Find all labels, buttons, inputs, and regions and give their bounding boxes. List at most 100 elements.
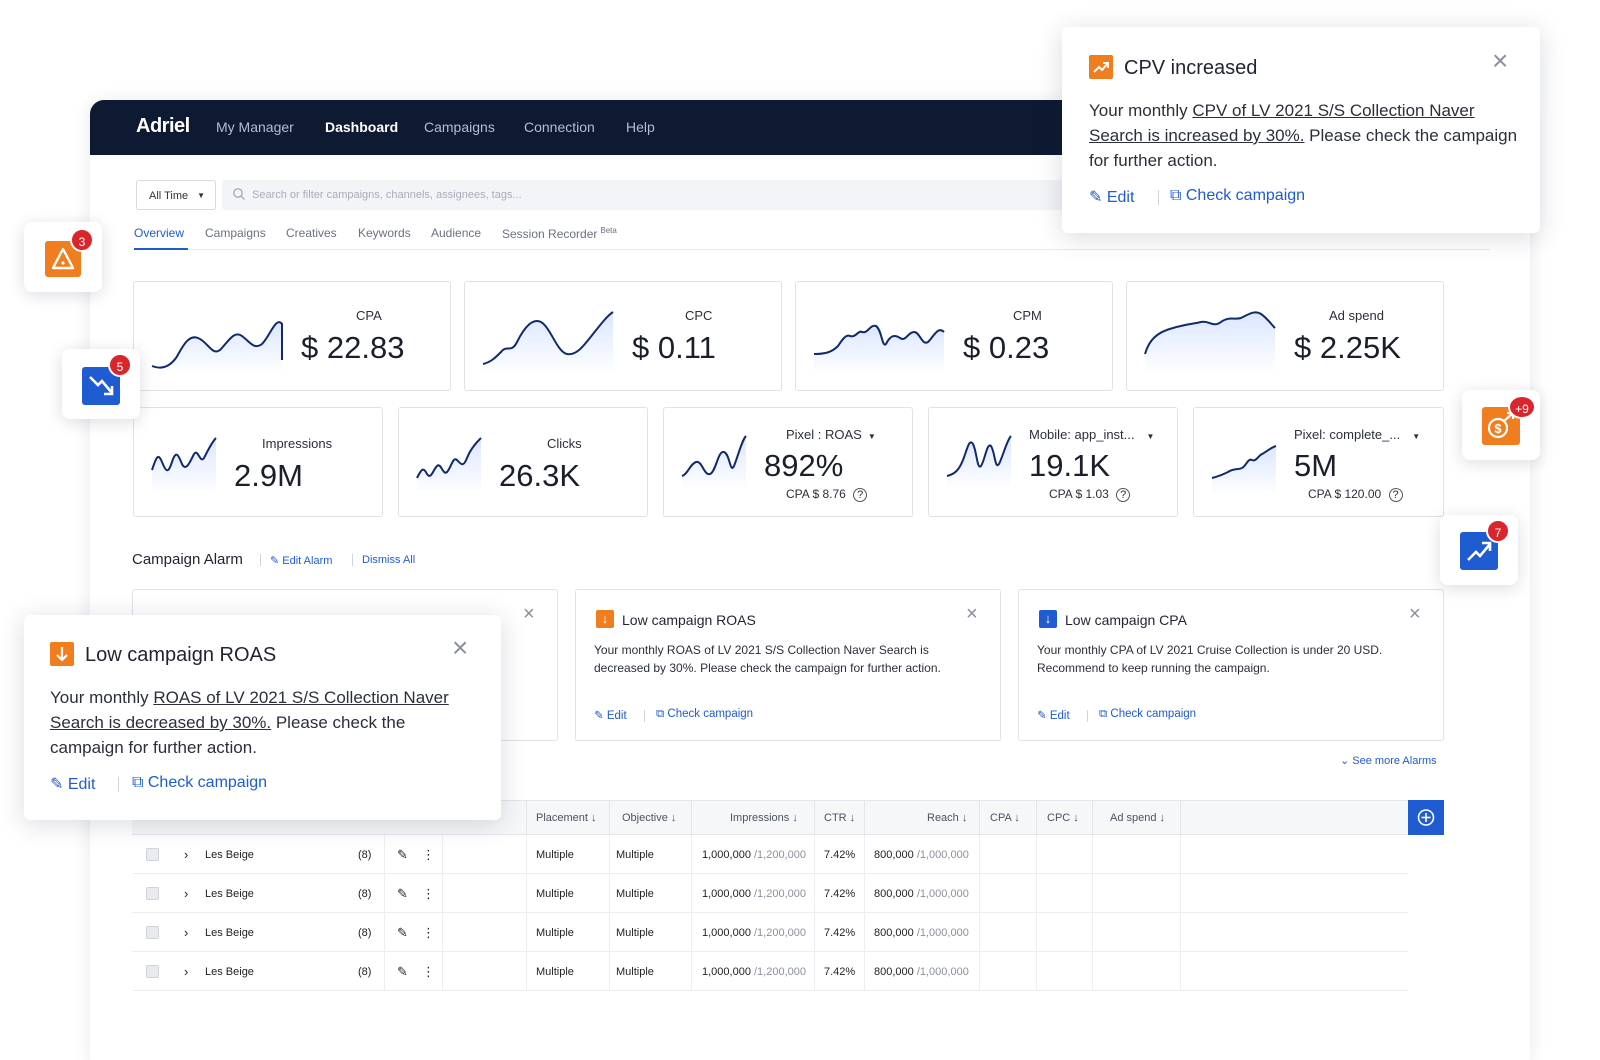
chevron-right-icon[interactable]: › <box>184 847 189 862</box>
pencil-icon[interactable]: ✎ <box>397 925 408 940</box>
reach-cell: 800,000 /1,000,000 <box>874 966 969 978</box>
column-header-ad-spend[interactable]: Ad spend ↓ <box>1110 812 1166 824</box>
reach-total: /1,000,000 <box>916 888 969 900</box>
more-vertical-icon[interactable]: ⋮ <box>422 964 435 979</box>
more-vertical-icon[interactable]: ⋮ <box>422 886 435 901</box>
popup-body-link[interactable]: CPV of LV 2021 S/S Collection Naver Sear… <box>1089 101 1475 145</box>
pencil-icon[interactable]: ✎ <box>397 964 408 979</box>
pencil-icon[interactable]: ✎ <box>397 847 408 862</box>
edit-alarm-link[interactable]: ✎ Edit Alarm <box>270 554 332 567</box>
column-header-placement[interactable]: Placement ↓ <box>536 812 597 824</box>
popup-body-link[interactable]: ROAS of LV 2021 S/S Collection Naver Sea… <box>50 688 449 732</box>
edit-link[interactable]: ✎ Edit <box>1089 187 1134 207</box>
help-circle-icon[interactable]: ? <box>1388 488 1403 502</box>
tab-session-recorder[interactable]: Session Recorder Beta <box>502 226 617 241</box>
see-more-alarms-link[interactable]: ⌄ See more Alarms <box>1340 754 1437 767</box>
dismiss-all-link[interactable]: Dismiss All <box>362 554 416 566</box>
column-header-impressions[interactable]: Impressions ↓ <box>730 812 798 824</box>
check-campaign-link[interactable]: ⧉ Check campaign <box>1099 708 1196 721</box>
column-header-cpa[interactable]: CPA ↓ <box>990 812 1020 824</box>
table-row[interactable]: › Les Beige (8) ✎ ⋮ Multiple Multiple 1,000,000… <box>132 835 1408 874</box>
app-logo[interactable]: Adriel <box>136 115 190 137</box>
campaign-name[interactable]: Les Beige <box>205 849 254 861</box>
campaign-name[interactable]: Les Beige <box>205 966 254 978</box>
edit-link[interactable]: ✎ Edit <box>594 708 627 722</box>
campaign-name[interactable]: Les Beige <box>205 888 254 900</box>
column-header-reach[interactable]: Reach ↓ <box>927 812 968 824</box>
metric-card-mobile-app-install[interactable]: Mobile: app_inst... ▼ 19.1K CPA $ 1.03 ? <box>928 407 1178 517</box>
table-row[interactable]: › Les Beige (8) ✎ ⋮ Multiple Multiple 1,000,000… <box>132 874 1408 913</box>
campaign-name[interactable]: Les Beige <box>205 927 254 939</box>
row-checkbox[interactable] <box>146 887 159 900</box>
tab-audience[interactable]: Audience <box>431 226 482 240</box>
tab-creatives[interactable]: Creatives <box>286 226 337 240</box>
divider <box>526 835 527 874</box>
time-range-select[interactable]: All Time ▼ <box>136 180 216 210</box>
floating-trend-down-badge[interactable]: 5 <box>62 349 140 419</box>
impressions-total: /1,200,000 <box>754 966 806 978</box>
table-row[interactable]: › Les Beige (8) ✎ ⋮ Multiple Multiple 1,000,000… <box>132 952 1408 991</box>
metric-card-cpa[interactable]: CPA $ 22.83 <box>133 281 451 391</box>
close-icon[interactable]: × <box>1409 603 1421 625</box>
more-vertical-icon[interactable]: ⋮ <box>422 847 435 862</box>
floating-money-up-badge[interactable]: $ +9 <box>1462 390 1540 460</box>
column-header-ctr[interactable]: CTR ↓ <box>824 812 856 824</box>
chevron-right-icon[interactable]: › <box>184 964 189 979</box>
nav-item-connection[interactable]: Connection <box>524 119 595 135</box>
pencil-icon[interactable]: ✎ <box>397 886 408 901</box>
metric-card-pixel-roas[interactable]: Pixel : ROAS ▼ 892% CPA $ 8.76 ? <box>663 407 913 517</box>
popup-body-text: Your monthly <box>1089 101 1193 120</box>
more-vertical-icon[interactable]: ⋮ <box>422 925 435 940</box>
metric-card-cpc[interactable]: CPC $ 0.11 <box>464 281 782 391</box>
chevron-right-icon[interactable]: › <box>184 925 189 940</box>
metric-label: CPA <box>356 308 382 323</box>
metric-card-cpm[interactable]: CPM $ 0.23 <box>795 281 1113 391</box>
divider <box>864 913 865 952</box>
nav-item-campaigns[interactable]: Campaigns <box>424 119 495 135</box>
floating-alert-badge[interactable]: 3 <box>24 222 102 292</box>
metric-dropdown[interactable]: Pixel: complete_... ▼ <box>1294 427 1420 442</box>
column-header-objective[interactable]: Objective ↓ <box>622 812 677 824</box>
close-icon[interactable]: × <box>966 603 978 625</box>
tab-overview[interactable]: Overview <box>134 226 185 240</box>
check-campaign-link[interactable]: ⧉ Check campaign <box>132 774 267 792</box>
row-checkbox[interactable] <box>146 848 159 861</box>
popup-low-roas: Low campaign ROAS × Your monthly ROAS of… <box>24 615 501 820</box>
pixel-complete-sparkline <box>1211 445 1277 494</box>
ctr-cell: 7.42% <box>824 966 856 978</box>
nav-item-dashboard[interactable]: Dashboard <box>325 119 399 135</box>
nav-item-my-manager[interactable]: My Manager <box>216 119 294 135</box>
metric-dropdown[interactable]: Pixel : ROAS ▼ <box>786 427 876 442</box>
objective-cell: Multiple <box>616 849 654 861</box>
metric-card-impressions[interactable]: Impressions 2.9M <box>133 407 383 517</box>
table-row[interactable]: › Les Beige (8) ✎ ⋮ Multiple Multiple 1,000,000… <box>132 913 1408 952</box>
metric-card-clicks[interactable]: Clicks 26.3K <box>398 407 648 517</box>
floating-trend-up-badge[interactable]: 7 <box>1440 515 1518 585</box>
row-checkbox[interactable] <box>146 926 159 939</box>
close-icon[interactable]: × <box>1492 45 1509 76</box>
ctr-cell: 7.42% <box>824 927 856 939</box>
close-icon[interactable]: × <box>452 632 469 663</box>
help-circle-icon[interactable]: ? <box>1116 488 1131 502</box>
metric-dropdown[interactable]: Mobile: app_inst... ▼ <box>1029 427 1154 442</box>
tab-campaigns[interactable]: Campaigns <box>205 226 266 240</box>
metric-card-pixel-complete[interactable]: Pixel: complete_... ▼ 5M CPA $ 120.00 ? <box>1193 407 1444 517</box>
pencil-icon: ✎ <box>50 776 68 793</box>
check-campaign-link[interactable]: ⧉ Check campaign <box>1170 187 1305 205</box>
edit-link[interactable]: ✎ Edit <box>50 774 95 794</box>
column-header-cpc[interactable]: CPC ↓ <box>1047 812 1079 824</box>
nav-item-help[interactable]: Help <box>626 119 655 135</box>
metric-label: Impressions <box>262 436 333 451</box>
close-icon[interactable]: × <box>523 603 535 625</box>
add-column-button[interactable] <box>1408 800 1444 835</box>
edit-link[interactable]: ✎ Edit <box>1037 708 1070 722</box>
divider <box>609 835 610 874</box>
check-campaign-link[interactable]: ⧉ Check campaign <box>656 708 753 721</box>
ctr-cell: 7.42% <box>824 888 856 900</box>
chevron-right-icon[interactable]: › <box>184 886 189 901</box>
row-checkbox[interactable] <box>146 965 159 978</box>
tab-keywords[interactable]: Keywords <box>358 226 411 240</box>
metric-card-ad-spend[interactable]: Ad spend $ 2.25K <box>1126 281 1444 391</box>
help-circle-icon[interactable]: ? <box>853 488 868 502</box>
search-input[interactable] <box>252 180 1052 210</box>
